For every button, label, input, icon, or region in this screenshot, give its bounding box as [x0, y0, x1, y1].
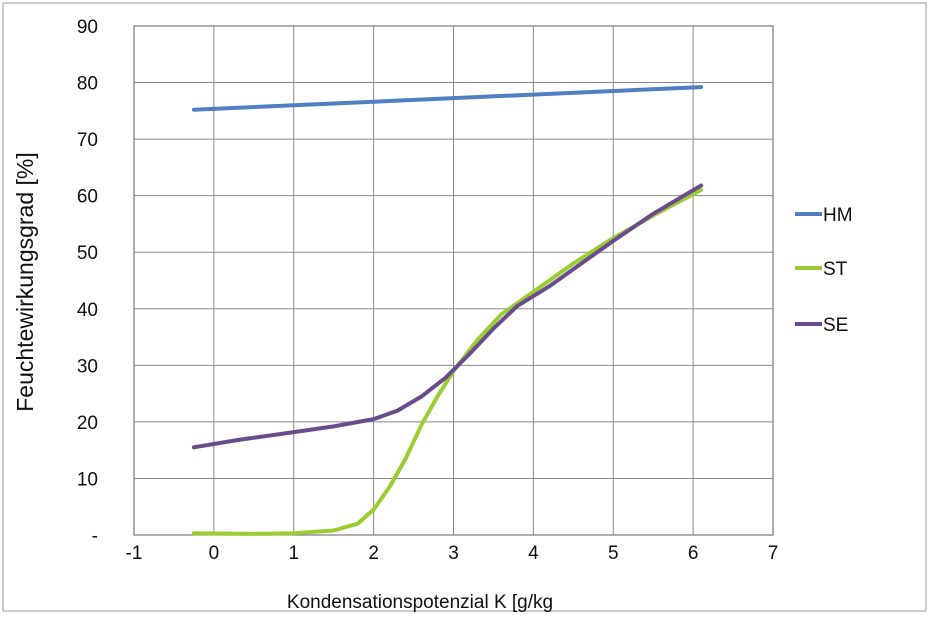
x-tick-label: 4 [528, 543, 539, 564]
y-tick-label: 10 [77, 469, 98, 490]
series-line-se [191, 183, 704, 450]
y-tick-label: 70 [77, 130, 98, 151]
x-tick-label: 7 [768, 543, 779, 564]
x-tick-label: 5 [608, 543, 619, 564]
y-tick-label: 60 [77, 187, 98, 208]
plot-border [133, 25, 774, 536]
series-line-hm [191, 85, 704, 112]
x-tick-label: 2 [368, 543, 379, 564]
y-axis-label: Feuchtewirkungsgrad [%] [12, 152, 38, 412]
x-tick-label: -1 [126, 543, 143, 564]
x-tick-label: 0 [209, 543, 220, 564]
y-tick-label: - [92, 526, 98, 547]
y-tick-label: 90 [77, 17, 98, 38]
legend: HM ST SE [795, 205, 853, 336]
chart-border [2, 2, 927, 612]
legend-label-st: ST [823, 259, 848, 280]
legend-label-hm: HM [823, 205, 853, 226]
legend-label-se: SE [823, 315, 848, 336]
x-tick-label: 6 [688, 543, 699, 564]
y-tick-label: 50 [77, 243, 98, 264]
x-axis-label: Kondensationspotenzial K [g/kg [287, 592, 553, 613]
y-tick-label: 20 [77, 413, 98, 434]
y-tick-label: 40 [77, 300, 98, 321]
x-tick-label: 3 [448, 543, 459, 564]
series-line-st [191, 188, 704, 536]
y-tick-label: 30 [77, 356, 98, 377]
x-tick-label: 1 [288, 543, 299, 564]
y-tick-label: 80 [77, 74, 98, 95]
